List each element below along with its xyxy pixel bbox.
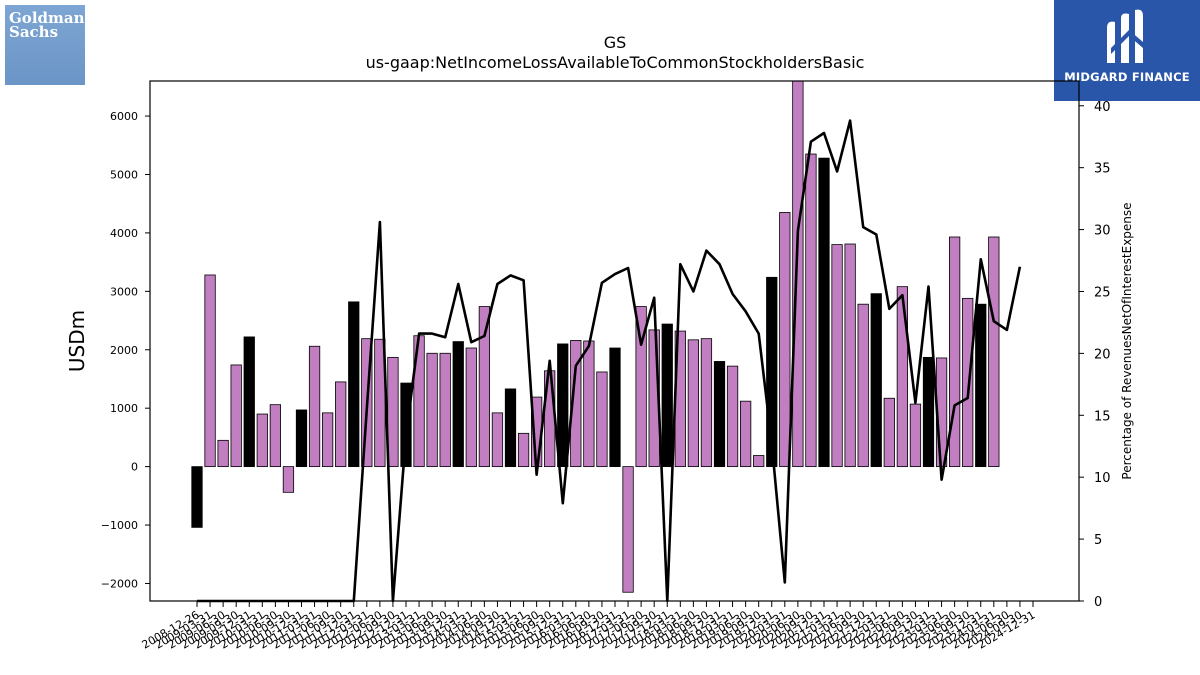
y-right-tick-label: 35: [1094, 162, 1111, 177]
y-tick-label: 3000: [110, 285, 138, 298]
bar: [348, 301, 360, 468]
bar: [570, 340, 582, 468]
bar: [609, 347, 621, 468]
bar: [949, 236, 961, 468]
logo-text-midgard: MIDGARD FINANCE: [1064, 70, 1190, 84]
bar: [792, 80, 804, 468]
bar: [517, 432, 530, 468]
y-right-tick-label: 40: [1094, 100, 1111, 115]
y-tick-label: −2000: [101, 577, 138, 590]
y-right-tick-label: 20: [1094, 347, 1111, 362]
bar: [740, 400, 752, 468]
chart-title: GS: [604, 33, 627, 52]
bar: [321, 412, 334, 468]
bars: [191, 80, 1000, 593]
bar: [269, 404, 281, 468]
y-axis-label: USDm: [65, 310, 89, 372]
bar: [818, 157, 830, 468]
bar: [896, 286, 909, 468]
bar: [596, 371, 608, 468]
y-right-tick-label: 5: [1094, 533, 1102, 548]
chart-subtitle: us-gaap:NetIncomeLossAvailableToCommonSt…: [366, 53, 865, 72]
y-tick-label: 5000: [110, 168, 138, 181]
axes: −2000 −1000 0 1000 2000 3000 4000 5000 6000 0 5 10 1…: [101, 80, 1111, 652]
bar: [217, 439, 229, 468]
y-tick-label: 1000: [110, 402, 138, 415]
midgard-finance-logo: MIDGARD FINANCE: [1054, 0, 1200, 101]
bar: [922, 356, 935, 468]
bar: [687, 339, 700, 468]
bar: [426, 352, 438, 468]
bar: [713, 361, 726, 468]
y-tick-label: 4000: [110, 227, 138, 240]
bar: [805, 153, 817, 468]
plot-frame: [149, 80, 1080, 602]
bar: [452, 341, 464, 468]
bar: [335, 381, 347, 468]
bar: [857, 303, 869, 468]
y-tick-label: 6000: [110, 110, 138, 123]
bar: [256, 413, 268, 468]
bar: [635, 306, 647, 468]
bar: [726, 365, 739, 468]
bar: [504, 388, 517, 468]
bar: [962, 297, 974, 468]
y-tick-label: 0: [131, 461, 138, 474]
y-tick-label: −1000: [101, 519, 138, 532]
y-right-tick-label: 0: [1094, 595, 1102, 610]
bar: [779, 212, 791, 468]
bar: [282, 466, 295, 493]
bar: [583, 340, 595, 468]
y-right-tick-label: 25: [1094, 285, 1111, 300]
bar: [191, 466, 203, 528]
y-axis-right-label: Percentage of RevenuesNetOfInterestExpen…: [1120, 202, 1134, 479]
y-right-tick-label: 10: [1094, 471, 1111, 486]
y-right-tick-label: 30: [1094, 224, 1111, 239]
bar: [883, 397, 895, 468]
bar: [387, 356, 399, 468]
bar: [308, 345, 321, 468]
y-right-tick-label: 15: [1094, 409, 1111, 424]
bar: [295, 409, 308, 468]
bar: [243, 336, 255, 468]
bar: [478, 306, 490, 468]
bar: [909, 403, 922, 468]
bar: [831, 244, 843, 468]
bar: [870, 293, 882, 468]
bar: [400, 382, 412, 468]
logo-text-sachs: Sachs: [9, 23, 59, 41]
bar: [465, 347, 477, 468]
y-tick-label: 2000: [110, 344, 138, 357]
series-line: [197, 119, 1022, 603]
bar: [439, 352, 451, 468]
goldman-sachs-logo: Goldman Sachs: [5, 5, 85, 85]
bar: [491, 412, 504, 468]
bar: [557, 343, 569, 468]
bar: [230, 364, 242, 468]
bar: [204, 274, 216, 468]
bar: [700, 338, 713, 468]
bar: [622, 466, 634, 593]
logo-text-goldman: Goldman: [9, 9, 85, 27]
bar: [753, 455, 765, 468]
midgard-logo-icon: [1107, 9, 1143, 64]
bar: [975, 303, 987, 468]
bar: [766, 276, 778, 468]
line-layer: [197, 119, 1022, 603]
bar: [844, 243, 856, 468]
bar: [661, 323, 673, 468]
bar: [988, 236, 1000, 468]
